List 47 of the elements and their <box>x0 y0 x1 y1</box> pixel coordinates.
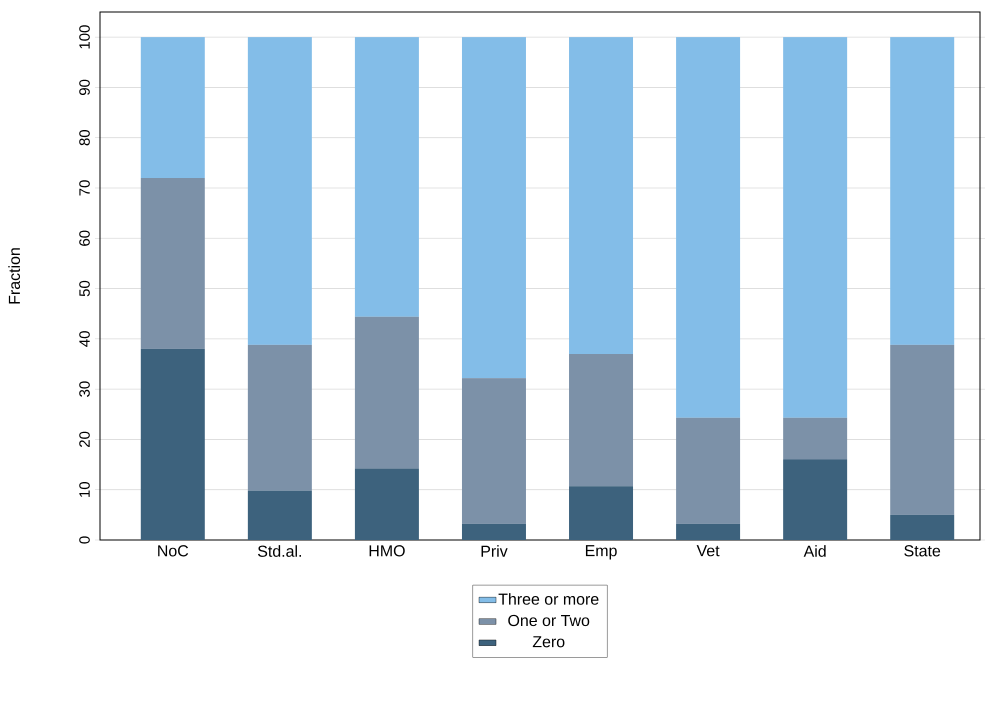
y-tick-label: 80 <box>79 130 90 146</box>
y-tick-label: 70 <box>79 180 90 196</box>
x-tick-label: NoC <box>158 545 188 556</box>
bar <box>462 378 526 524</box>
y-tick-label: 100 <box>79 25 90 48</box>
bar <box>248 344 312 491</box>
legend-label: One or Two <box>508 614 590 626</box>
y-tick-label: 20 <box>79 432 90 447</box>
x-tick-label: Priv <box>482 545 508 557</box>
bar <box>248 490 312 540</box>
bar <box>569 486 634 540</box>
bar <box>569 37 634 354</box>
bar <box>354 468 419 540</box>
x-tick-label: HMO <box>370 545 405 556</box>
legend-label: Zero <box>532 636 564 648</box>
y-tick-label: 90 <box>79 80 90 96</box>
bar <box>676 37 740 418</box>
bar <box>676 418 740 524</box>
bar <box>890 344 954 515</box>
bar <box>676 524 740 540</box>
y-tick-label: 0 <box>79 536 90 544</box>
bar <box>248 37 312 345</box>
x-tick-label: Emp <box>586 545 617 560</box>
bar <box>890 37 954 345</box>
bar <box>783 418 848 460</box>
bar <box>890 514 954 540</box>
bar <box>569 354 634 486</box>
bar <box>140 348 205 540</box>
y-axis-title: Fraction <box>8 248 20 304</box>
y-tick-label: 10 <box>79 482 90 497</box>
bar <box>783 37 848 418</box>
bar <box>462 524 526 540</box>
bar <box>783 460 848 540</box>
bar <box>462 37 526 378</box>
x-tick-label: Vet <box>696 545 720 556</box>
y-tick-label: 50 <box>79 280 90 296</box>
y-tick-label: 60 <box>79 230 90 246</box>
bar <box>140 178 205 349</box>
legend-label: Three or more <box>498 593 598 605</box>
x-tick-label: Aid <box>804 545 826 557</box>
x-tick-label: Std.al. <box>258 545 301 557</box>
y-tick-label: 40 <box>79 331 90 347</box>
x-tick-label: State <box>904 545 940 556</box>
y-tick-label: 30 <box>79 381 90 397</box>
bar <box>354 316 419 469</box>
bar <box>354 37 419 317</box>
bar <box>140 37 205 178</box>
